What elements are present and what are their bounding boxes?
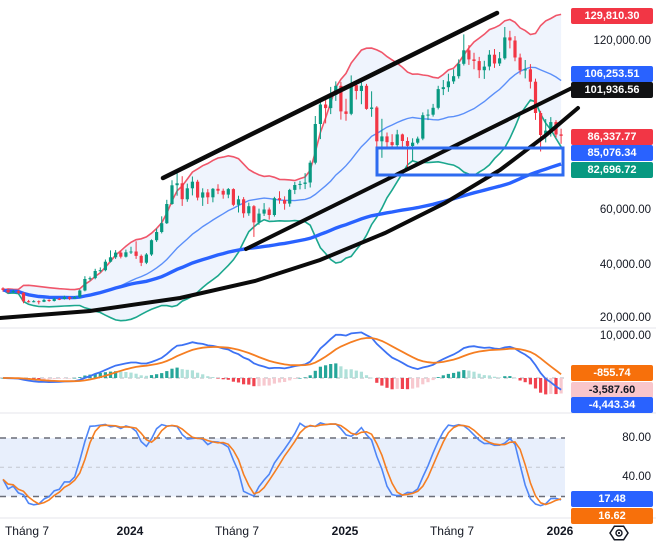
last-price-label: 86,337.77 xyxy=(571,129,653,145)
y-axis-tick: 10,000.00 xyxy=(599,330,651,342)
price-scale[interactable]: 120,000.00 60,000.00 40,000.00 20,000.00 10,… xyxy=(564,0,656,524)
bb-upper-price-label: 129,810.30 xyxy=(571,8,653,24)
bb-lower-price-label: 82,696.72 xyxy=(571,162,653,178)
time-scale[interactable]: Tháng 7 2024 Tháng 7 2025 Tháng 7 2026 xyxy=(0,518,656,545)
slow-ma-price-label: 85,076.34 xyxy=(571,145,653,161)
y-axis-tick: 20,000.00 xyxy=(599,312,651,324)
y-axis-tick: 40,000.00 xyxy=(599,259,651,271)
stoch-k-line xyxy=(2,422,562,507)
y-axis-tick: 120,000.00 xyxy=(593,35,651,47)
stoch-k-value-label: 17.48 xyxy=(571,491,653,507)
macd-line-value-label: -4,443.34 xyxy=(571,397,653,413)
bb-basis-price-label: 106,253.51 xyxy=(571,66,653,82)
y-axis-tick: 80.00 xyxy=(622,432,651,444)
stoch-d-line xyxy=(2,423,562,506)
support-trendline xyxy=(0,106,580,320)
stoch-d-value-label: 16.62 xyxy=(571,508,653,524)
macd-histogram-value-label: -3,587.60 xyxy=(571,382,653,398)
x-axis-label: Tháng 7 xyxy=(4,524,50,538)
macd-signal-value-label: -855.74 xyxy=(571,365,653,381)
channel-lower-trendline xyxy=(244,83,580,251)
x-axis-label: 2026 xyxy=(546,524,574,538)
x-axis-label: 2025 xyxy=(331,524,359,538)
x-axis-label: Tháng 7 xyxy=(429,524,475,538)
slow-sma-line xyxy=(2,162,562,300)
support-zone-rectangle xyxy=(375,146,565,177)
tradingview-logo-icon[interactable] xyxy=(607,524,631,542)
macd-signal-line xyxy=(3,337,562,383)
channel-upper-trendline xyxy=(160,10,500,181)
macd-line xyxy=(2,331,562,391)
y-axis-tick: 60,000.00 xyxy=(599,204,651,216)
trendline-price-label: 101,936.56 xyxy=(571,82,653,98)
x-axis-label: 2024 xyxy=(116,524,144,538)
bollinger-band-fill xyxy=(3,14,562,321)
y-axis-tick: 40.00 xyxy=(622,471,651,483)
x-axis-label: Tháng 7 xyxy=(214,524,260,538)
macd-histogram xyxy=(1,363,563,395)
